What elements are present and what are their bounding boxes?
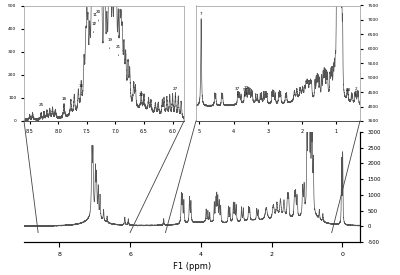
Text: 18: 18 xyxy=(62,97,66,108)
Text: 16: 16 xyxy=(78,84,84,95)
Text: 7: 7 xyxy=(200,12,202,20)
Text: 12: 12 xyxy=(91,22,96,33)
Text: 27: 27 xyxy=(173,87,178,97)
Text: 23: 23 xyxy=(346,88,351,96)
X-axis label: F1 (ppm): F1 (ppm) xyxy=(173,262,211,271)
Text: 9: 9 xyxy=(243,88,246,96)
Text: 10: 10 xyxy=(244,86,249,94)
Text: 21: 21 xyxy=(116,45,121,56)
Text: 19: 19 xyxy=(107,38,112,49)
Text: 20: 20 xyxy=(96,10,101,21)
Text: 11: 11 xyxy=(92,13,97,24)
Text: 25: 25 xyxy=(38,103,44,114)
Text: 37: 37 xyxy=(235,87,240,95)
Text: 22: 22 xyxy=(138,94,144,104)
Text: 2: 2 xyxy=(354,87,357,95)
